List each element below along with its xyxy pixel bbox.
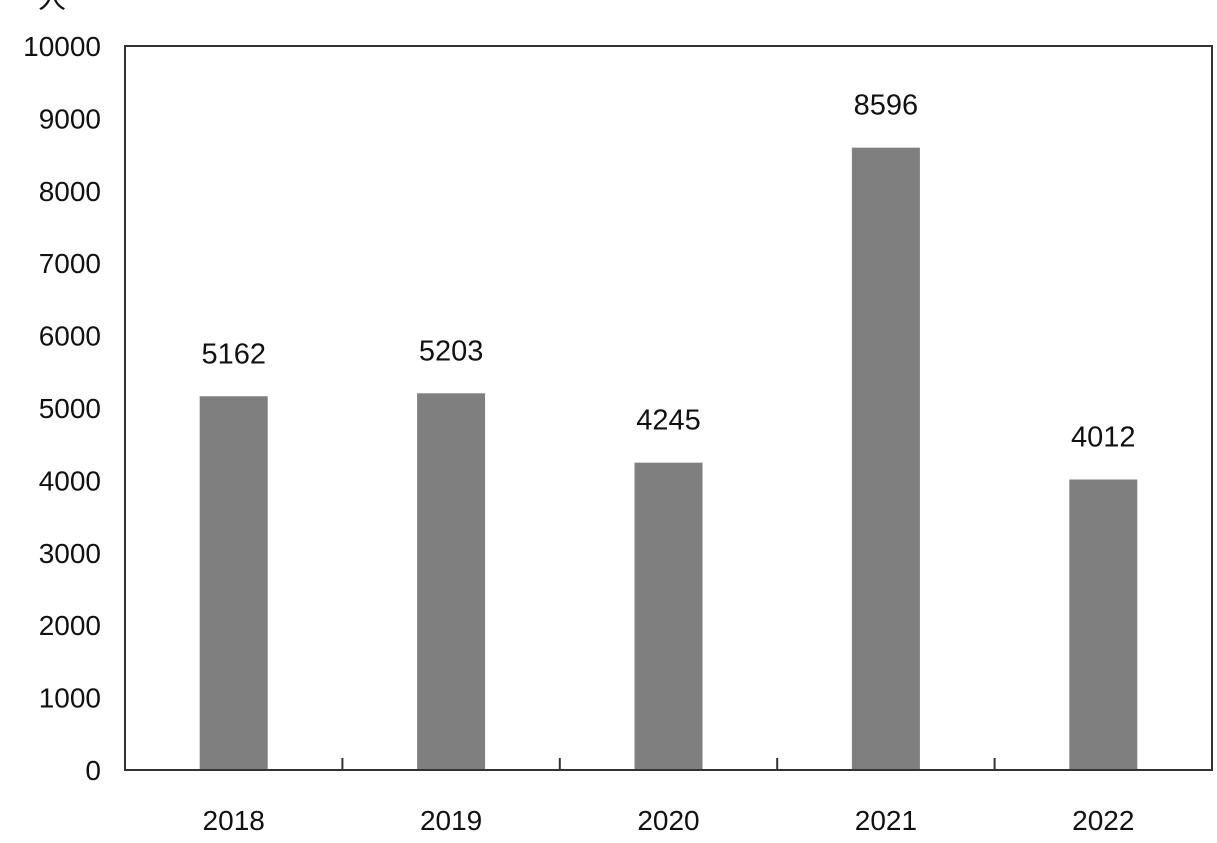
- y-axis-unit-label: 人: [38, 0, 66, 15]
- x-tick-label: 2020: [637, 805, 699, 836]
- data-label-2021: 8596: [854, 90, 919, 122]
- x-tick-label: 2018: [203, 805, 265, 836]
- y-tick-label: 10000: [23, 31, 101, 62]
- bar-2018: [199, 396, 268, 770]
- y-tick-label: 4000: [39, 465, 101, 496]
- bar-series: [199, 147, 1138, 770]
- y-tick-label: 9000: [39, 103, 101, 134]
- bar-2022: [1069, 479, 1138, 770]
- x-axis: 2018 2019 2020 2021 2022: [203, 758, 1134, 836]
- data-label-2018: 5162: [201, 338, 266, 370]
- x-tick-label: 2021: [855, 805, 917, 836]
- y-tick-label: 2000: [39, 610, 101, 641]
- bar-2020: [634, 462, 703, 770]
- y-tick-label: 3000: [39, 538, 101, 569]
- y-tick-label: 5000: [39, 393, 101, 424]
- x-tick-label: 2022: [1072, 805, 1134, 836]
- bar-2019: [417, 393, 486, 770]
- x-tick-label: 2019: [420, 805, 482, 836]
- data-label-2020: 4245: [636, 405, 701, 437]
- plot-area-frame: [124, 45, 1213, 771]
- y-tick-label: 7000: [39, 248, 101, 279]
- y-axis: 0 1000 2000 3000 4000 5000 6000 7000 8000 9000 100…: [23, 31, 101, 786]
- y-tick-label: 6000: [39, 321, 101, 352]
- y-tick-label: 1000: [39, 683, 101, 714]
- data-label-2019: 5203: [419, 335, 484, 367]
- data-label-2022: 4012: [1071, 422, 1136, 454]
- data-labels: 5162 5203 4245 8596 4012: [201, 90, 1135, 454]
- y-tick-label: 8000: [39, 176, 101, 207]
- bar-2021: [851, 147, 920, 770]
- y-tick-label: 0: [85, 755, 101, 786]
